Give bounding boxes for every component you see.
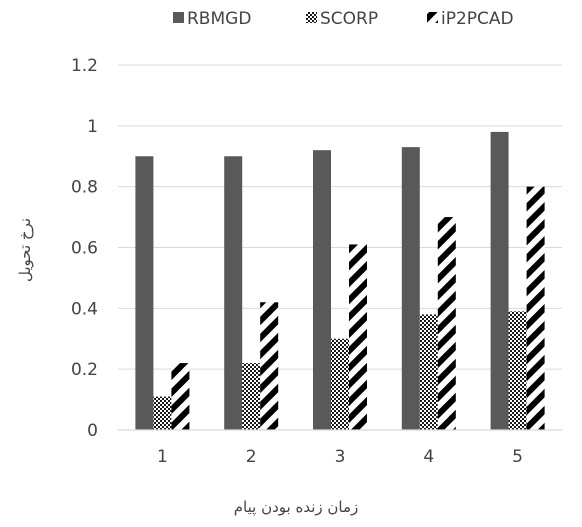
x-axis-label: زمان زنده بودن پیام (234, 498, 359, 517)
bar-iP2PCAD-1 (171, 363, 190, 430)
x-tick-label: 5 (512, 447, 523, 467)
bar-RBMGD-1 (135, 156, 154, 430)
gridlines (118, 64, 562, 370)
y-tick-label: 0.2 (71, 360, 98, 380)
y-tick-label: 0.8 (71, 178, 98, 198)
y-tick-label: 0.4 (71, 299, 98, 319)
legend-label-iP2PCAD: iP2PCAD (441, 9, 514, 29)
y-tick-label: 1 (87, 117, 98, 137)
bar-RBMGD-3 (313, 150, 331, 430)
legend-swatch-iP2PCAD (427, 12, 438, 23)
bar-SCORP-2 (242, 363, 261, 430)
bar-iP2PCAD-4 (437, 217, 456, 430)
bar-RBMGD-2 (224, 156, 243, 430)
bar-RBMGD-5 (490, 131, 509, 430)
y-tick-label: 1.2 (71, 56, 98, 76)
legend-swatch-SCORP (306, 12, 317, 23)
x-tick-label: 1 (157, 447, 168, 467)
bar-SCORP-5 (508, 311, 527, 430)
legend-swatch-RBMGD (173, 12, 184, 23)
bar-SCORP-4 (419, 314, 438, 430)
x-tick-label: 4 (423, 447, 434, 467)
legend: RBMGD SCORP iP2PCAD (173, 9, 514, 29)
x-tick-label: 3 (335, 447, 346, 467)
legend-label-SCORP: SCORP (320, 9, 378, 29)
y-axis-label: نرخ تحویل (16, 218, 34, 282)
bar-iP2PCAD-2 (260, 302, 279, 430)
bar-iP2PCAD-3 (349, 244, 367, 430)
bar-SCORP-3 (331, 338, 349, 430)
bar-iP2PCAD-5 (526, 186, 545, 430)
bars (135, 131, 545, 430)
legend-label-RBMGD: RBMGD (187, 9, 251, 29)
y-tick-label: 0.6 (71, 239, 98, 259)
x-tick-label: 2 (246, 447, 257, 467)
y-tick-label: 0 (87, 421, 98, 441)
bar-SCORP-1 (153, 396, 172, 430)
axes: 0 0.2 0.4 0.6 0.8 1 1.2 1 2 3 4 5 (71, 56, 562, 467)
bar-RBMGD-4 (401, 147, 420, 430)
